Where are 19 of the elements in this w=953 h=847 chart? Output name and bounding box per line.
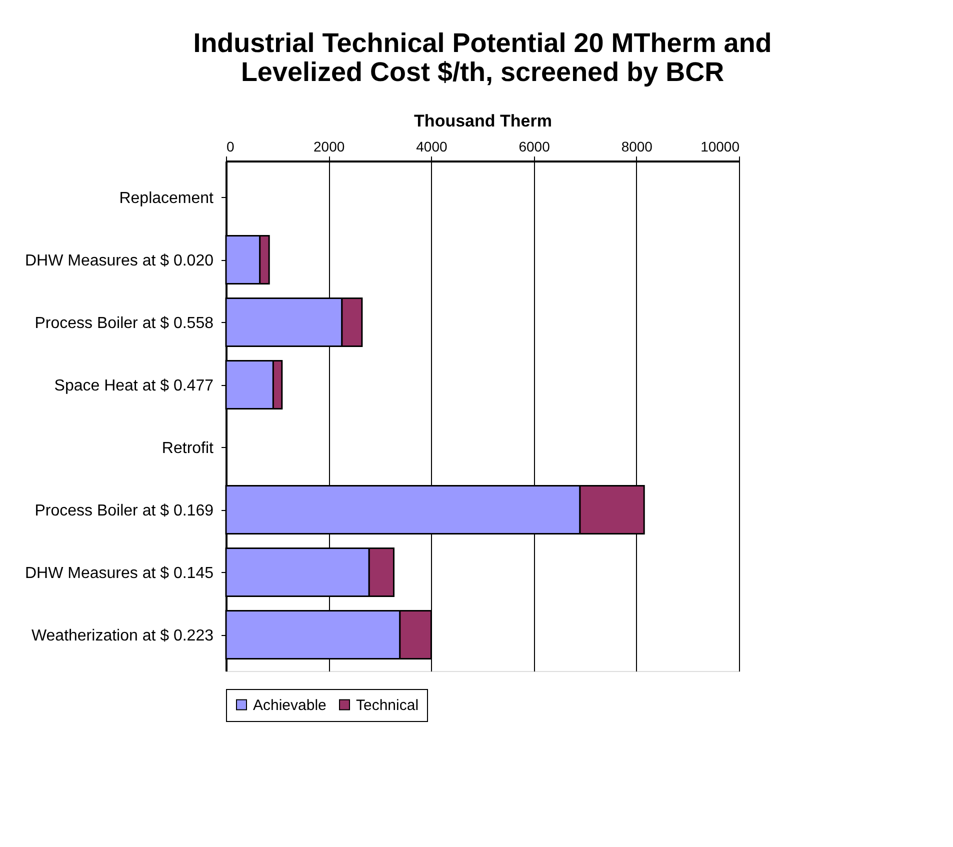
text: Industrial Technical Potential 20 MTherm and	[193, 28, 772, 58]
legend-label: Achievable	[253, 696, 326, 714]
x-tick-label: 6000	[518, 138, 550, 154]
y-tick-label: Replacement	[119, 190, 214, 207]
y-tick-label: DHW Measures at $ 0.145	[24, 564, 214, 582]
x-axis-title: Thousand Therm	[414, 112, 552, 130]
x-tick-label: 10000	[700, 138, 740, 154]
x-tick-label: 4000	[416, 138, 448, 154]
x-tick-label: 2000	[314, 138, 345, 154]
y-tick-label: Weatherization at $ 0.223	[31, 627, 214, 644]
y-tick-label: Process Boiler at $ 0.169	[34, 502, 214, 520]
legend-label: Technical	[356, 696, 419, 714]
x-tick-label: 8000	[621, 138, 653, 154]
text: Levelized Cost $/th, screened by BCR	[240, 57, 724, 87]
y-tick-label: Space Heat at $ 0.477	[54, 377, 214, 394]
x-tick-label: 0	[226, 138, 234, 154]
y-tick-label: Retrofit	[162, 440, 214, 457]
y-tick-label: Process Boiler at $ 0.558	[34, 314, 214, 332]
y-tick-label: DHW Measures at $ 0.020	[24, 252, 214, 270]
